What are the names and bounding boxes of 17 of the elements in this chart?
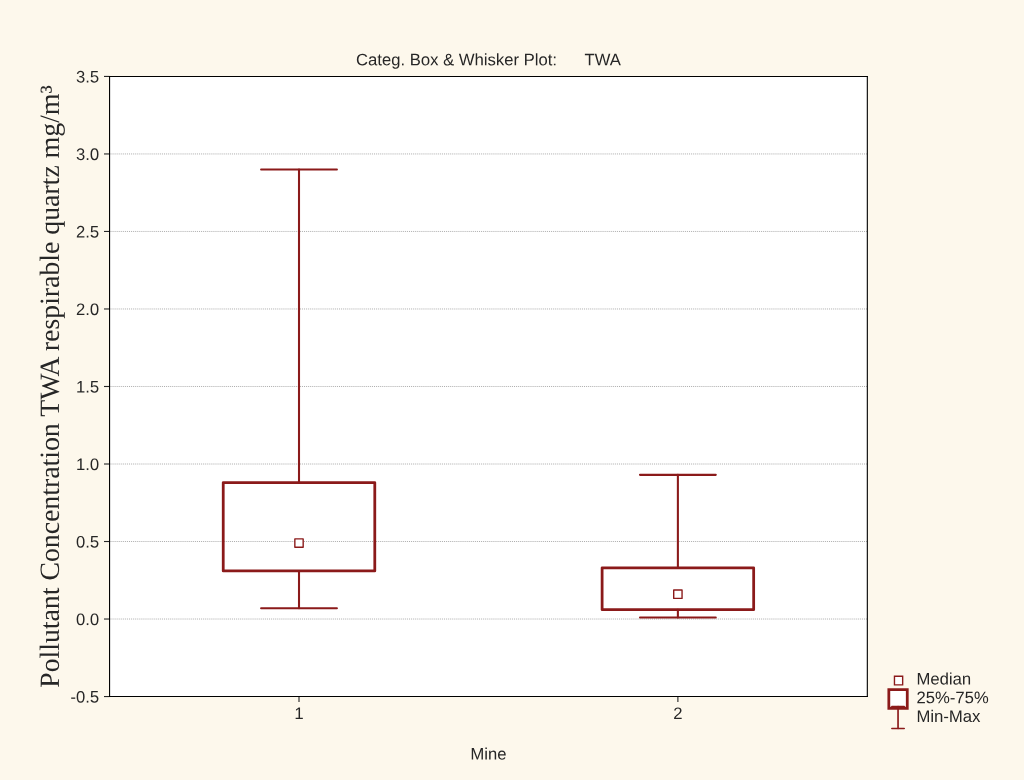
y-tick-label: 1.0 xyxy=(77,458,99,471)
text: Min-Max xyxy=(917,709,981,723)
x-tick-label: 2 xyxy=(674,707,682,720)
chart-title: Categ. Box & Whisker Plot: TWA xyxy=(356,53,621,69)
text: Median xyxy=(917,672,971,685)
text: 25%-75% xyxy=(917,691,989,704)
y-tick-label: 1.5 xyxy=(77,381,99,393)
y-tick-label: 3.0 xyxy=(76,148,99,161)
y-tick-label: 2.5 xyxy=(76,225,99,238)
y-tick-label: 0.5 xyxy=(76,535,99,548)
y-tick-label: 3.5 xyxy=(76,70,99,83)
y-tick-label: 2.0 xyxy=(76,303,99,316)
x-tick-label: 1 xyxy=(295,707,303,720)
y-axis-title: Pollutant Concentration TWA respirable quartz mg/m³ xyxy=(39,85,65,687)
y-tick-label: -0.5 xyxy=(71,690,99,703)
y-tick-label: 0.0 xyxy=(76,613,99,626)
x-axis-title: Mine xyxy=(471,747,506,760)
